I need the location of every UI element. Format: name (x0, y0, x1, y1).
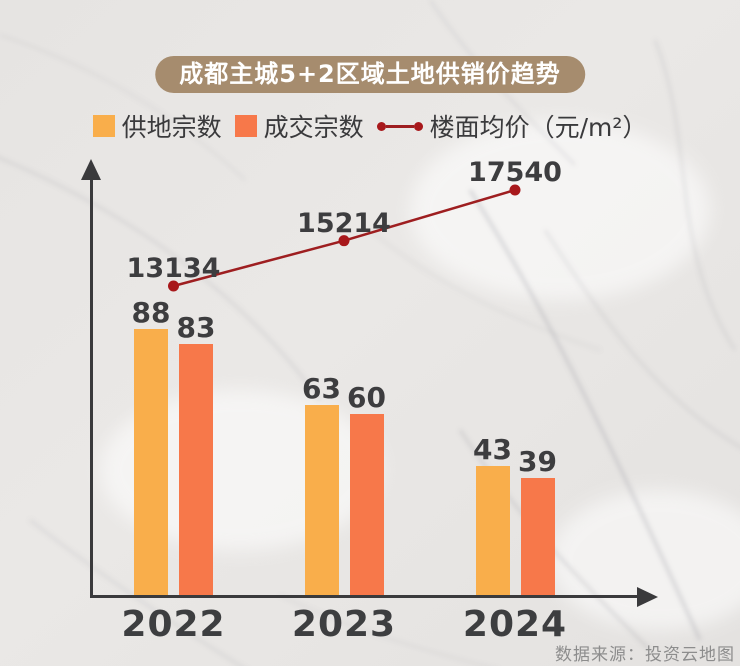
legend-item-price: 楼面均价（元/m²） (376, 108, 648, 144)
legend-label-sold: 成交宗数 (263, 113, 364, 142)
legend-label-supply: 供地宗数 (121, 113, 222, 142)
data-source-note: 数据来源：投资云地图 (555, 645, 735, 665)
legend-item-supply: 供地宗数 (92, 108, 222, 144)
bar-sold-2023 (349, 414, 384, 597)
bar-supply-2024 (475, 466, 510, 597)
price-point-marker (509, 184, 521, 196)
page-title: 成都主城5+2区域土地供销价趋势 (179, 60, 561, 88)
price-value-label: 17540 (468, 157, 562, 188)
y-axis-arrow-icon (81, 159, 101, 180)
title-badge: 成都主城5+2区域土地供销价趋势 (155, 56, 585, 93)
bar-value-label: 83 (176, 311, 216, 344)
x-axis-label-2022: 2022 (121, 604, 226, 645)
price-point-marker (338, 235, 350, 247)
bar-value-label: 63 (302, 372, 341, 405)
bar-supply-2023 (304, 405, 339, 597)
x-axis-arrow-icon (637, 587, 658, 607)
bar-value-label: 88 (131, 296, 171, 329)
bar-supply-2022 (134, 329, 168, 597)
x-axis-label-2024: 2024 (462, 604, 568, 645)
x-axis-line (90, 595, 639, 598)
legend-item-sold: 成交宗数 (234, 108, 364, 144)
y-axis-line (90, 176, 93, 597)
bar-value-label: 39 (518, 445, 557, 478)
bar-sold-2024 (520, 478, 555, 597)
legend-label-price: 楼面均价（元/m²） (429, 113, 648, 142)
bar-value-label: 43 (473, 433, 512, 466)
price-value-label: 15214 (297, 207, 391, 239)
supply-swatch-icon (92, 115, 115, 137)
x-axis-label-2023: 2023 (291, 604, 397, 645)
chart-legend: 供地宗数 成交宗数 楼面均价（元/m²） (0, 108, 740, 144)
bar-value-label: 60 (347, 381, 386, 414)
price-line-swatch-icon (376, 115, 423, 137)
price-point-marker (168, 280, 179, 292)
price-value-label: 13134 (126, 253, 221, 284)
bar-sold-2022 (179, 344, 213, 597)
sold-swatch-icon (234, 115, 257, 137)
